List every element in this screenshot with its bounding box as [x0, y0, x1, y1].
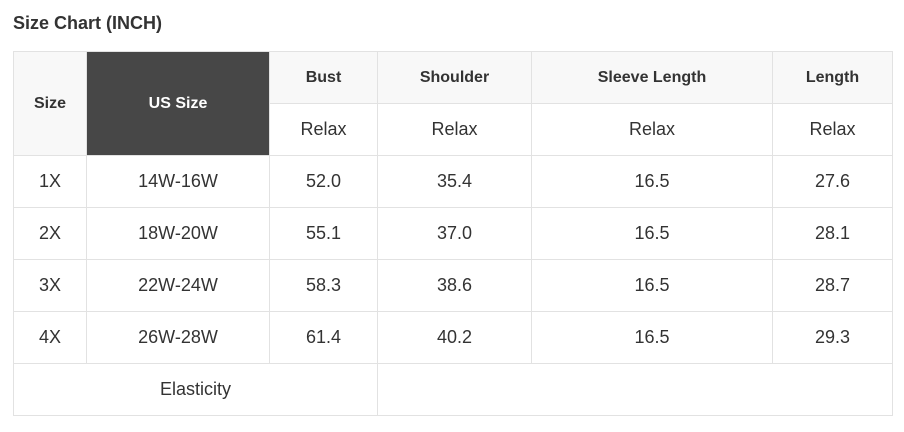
footer-row: Elasticity — [13, 363, 893, 416]
table-cell: 28.1 — [772, 207, 893, 260]
table-cell: 26W-28W — [86, 311, 270, 364]
size-chart-table: Size US Size Bust Shoulder Sleeve Length… — [13, 51, 893, 416]
table-cell: 29.3 — [772, 311, 893, 364]
subheader-cell: Relax — [377, 103, 532, 156]
table-cell: 27.6 — [772, 155, 893, 208]
table-cell: 58.3 — [269, 259, 378, 312]
table-row: 4X 26W-28W 61.4 40.2 16.5 29.3 — [13, 311, 893, 364]
header-row: Size US Size Bust Shoulder Sleeve Length… — [13, 51, 893, 156]
table-cell: 16.5 — [531, 259, 773, 312]
table-cell: 16.5 — [531, 207, 773, 260]
subheader-cell: Relax — [772, 103, 893, 156]
header-bust: Bust — [269, 51, 378, 104]
table-cell: 14W-16W — [86, 155, 270, 208]
table-cell: 22W-24W — [86, 259, 270, 312]
table-cell: 37.0 — [377, 207, 532, 260]
table-cell: 16.5 — [531, 311, 773, 364]
header-length: Length — [772, 51, 893, 104]
header-us-size: US Size — [86, 51, 270, 156]
table-cell: 35.4 — [377, 155, 532, 208]
subheader-cell: Relax — [269, 103, 378, 156]
table-cell: 16.5 — [531, 155, 773, 208]
table-cell: 1X — [13, 155, 87, 208]
table-cell: 61.4 — [269, 311, 378, 364]
table-cell: 38.6 — [377, 259, 532, 312]
header-shoulder: Shoulder — [377, 51, 532, 104]
table-cell: 2X — [13, 207, 87, 260]
subheader-cell: Relax — [531, 103, 773, 156]
table-cell: 4X — [13, 311, 87, 364]
table-cell: 55.1 — [269, 207, 378, 260]
table-row: 3X 22W-24W 58.3 38.6 16.5 28.7 — [13, 259, 893, 312]
elasticity-label: Elasticity — [13, 363, 378, 416]
elasticity-value — [377, 363, 893, 416]
page-title: Size Chart (INCH) — [13, 13, 163, 33]
table-cell: 18W-20W — [86, 207, 270, 260]
header-size: Size — [13, 51, 87, 156]
subheader-row: Relax Relax Relax Relax — [14, 103, 893, 156]
table-row: 1X 14W-16W 52.0 35.4 16.5 27.6 — [13, 155, 893, 208]
table-cell: 40.2 — [377, 311, 532, 364]
table-cell: 3X — [13, 259, 87, 312]
table-row: 2X 18W-20W 55.1 37.0 16.5 28.1 — [13, 207, 893, 260]
table-cell: 52.0 — [269, 155, 378, 208]
table-cell: 28.7 — [772, 259, 893, 312]
header-sleeve-length: Sleeve Length — [531, 51, 773, 104]
